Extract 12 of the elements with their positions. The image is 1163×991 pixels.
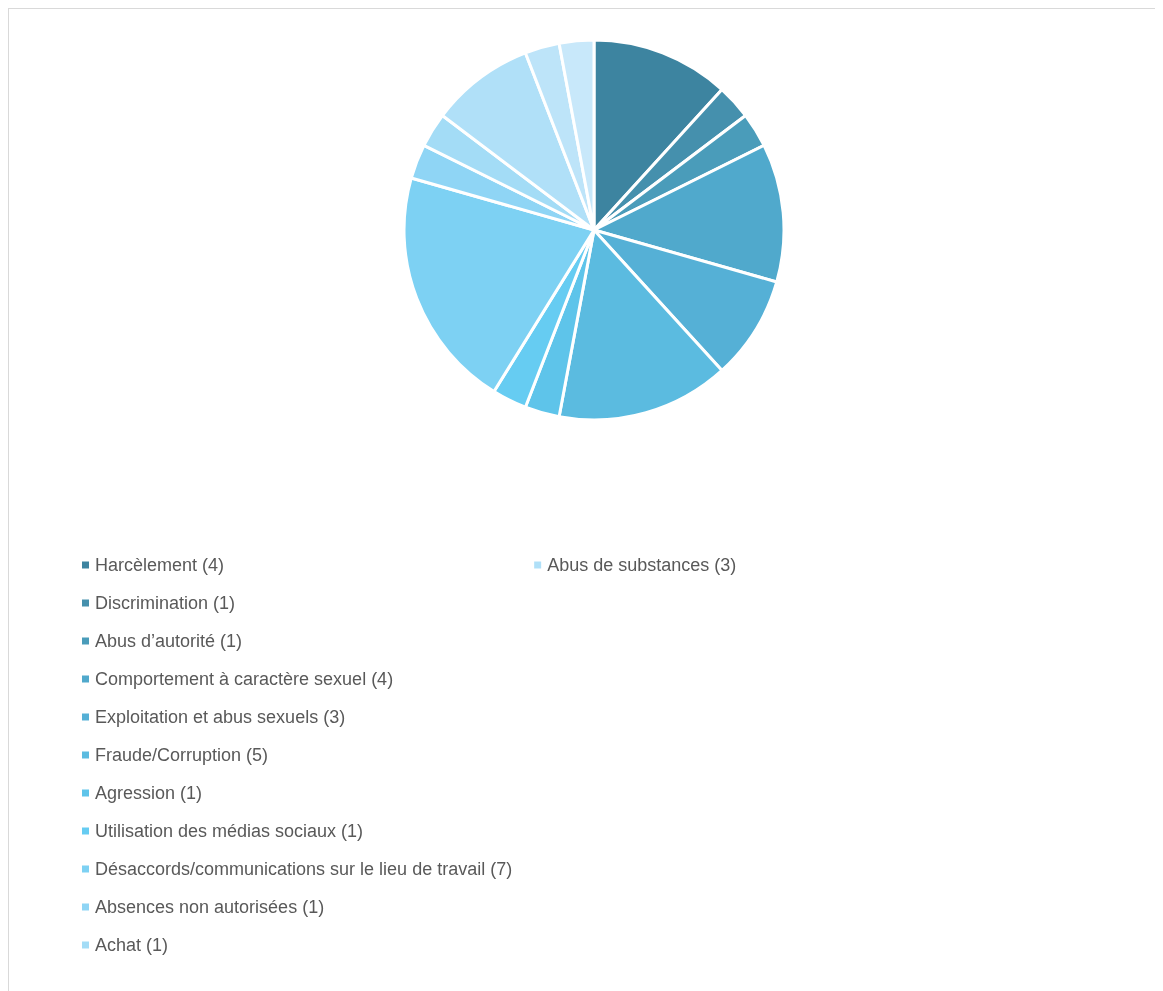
legend-label: Achat (1): [95, 935, 169, 955]
legend-label: Discrimination (1): [95, 593, 236, 613]
legend-label: Harcèlement (4): [95, 555, 225, 575]
legend-label: Désaccords/communications sur le lieu de travail (7): [95, 859, 513, 879]
legend-label: Fraude/Corruption (5): [95, 745, 269, 765]
legend-label: Absences non autorisées (1): [95, 897, 325, 917]
legend-label: Comportement à caractère sexuel (4): [95, 669, 394, 689]
legend-label: Agression (1): [95, 783, 203, 803]
legend-label: Utilisation des médias sociaux (1): [95, 821, 364, 841]
legend-label: Exploitation et abus sexuels (3): [95, 707, 346, 727]
legend-label: Abus de substances (3): [547, 555, 737, 575]
legend-label: Abus d’autorité (1): [95, 631, 243, 651]
